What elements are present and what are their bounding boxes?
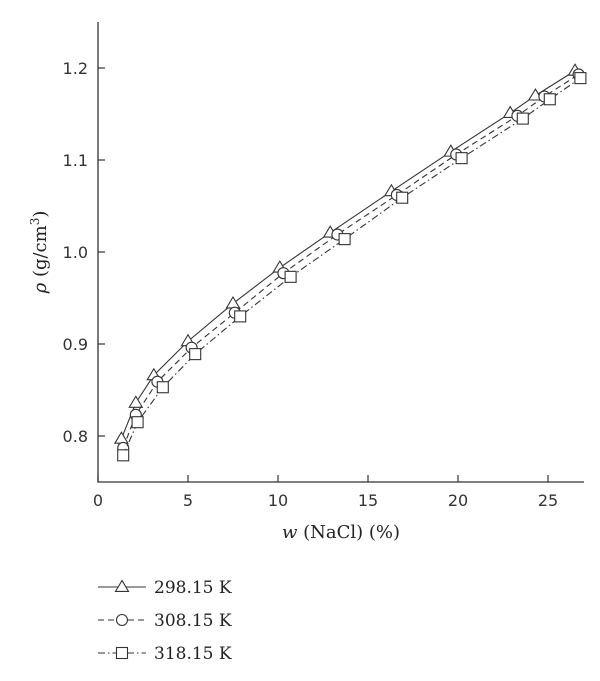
data-point <box>117 449 130 462</box>
data-point <box>189 348 202 361</box>
axes <box>97 22 584 483</box>
series-line <box>122 77 581 456</box>
legend: 298.15 K 308.15 K 318.15 K <box>98 578 232 664</box>
data-point <box>284 270 297 283</box>
data-point <box>113 431 129 444</box>
data-point <box>396 191 409 204</box>
legend-item: 318.15 K <box>98 644 232 664</box>
x-axis-label-var: w <box>282 522 298 543</box>
x-tick-label: 15 <box>358 491 378 510</box>
x-tick-label: 5 <box>183 491 193 510</box>
series-line <box>120 70 576 439</box>
ticks: 0 5 10 15 20 25 0.8 0.9 1.0 1.1 1.2 <box>63 59 559 510</box>
legend-label: 298.15 K <box>154 578 232 598</box>
y-tick-label: 0.8 <box>63 427 88 446</box>
series-circle <box>117 68 585 455</box>
x-tick-label: 10 <box>268 491 288 510</box>
x-axis-label-rest: (NaCl) (%) <box>297 522 400 543</box>
y-tick-label: 1.2 <box>63 59 88 78</box>
x-tick-label: 20 <box>448 491 468 510</box>
series-layer <box>113 63 587 462</box>
data-point <box>156 381 169 394</box>
data-point <box>234 310 247 323</box>
data-point <box>516 112 529 125</box>
data-point <box>455 152 468 165</box>
axis-frame <box>97 22 584 483</box>
legend-item: 298.15 K <box>98 578 232 598</box>
data-point <box>128 395 144 408</box>
data-point <box>338 233 351 246</box>
y-axis-label: ρ (g/cm3) <box>28 211 51 295</box>
y-axis-label-var: ρ <box>30 282 51 294</box>
legend-marker <box>115 613 129 627</box>
y-axis-label-rest: (g/cm <box>30 225 51 282</box>
legend-marker <box>114 579 130 592</box>
data-point <box>225 295 241 309</box>
series-triangle <box>113 63 583 444</box>
legend-label: 318.15 K <box>154 644 232 664</box>
data-point <box>131 416 144 429</box>
legend-item: 308.15 K <box>98 611 232 631</box>
data-point <box>574 72 587 85</box>
legend-marker <box>115 646 129 660</box>
y-tick-label: 1.1 <box>63 151 88 170</box>
y-tick-label: 1.0 <box>63 243 88 262</box>
data-point <box>543 93 556 106</box>
series-line <box>122 73 579 449</box>
x-axis-label: w (NaCl) (%) <box>282 522 400 543</box>
x-tick-label: 25 <box>538 491 558 510</box>
y-axis-label-end: ) <box>30 211 51 218</box>
y-axis-label-sup: 3 <box>28 218 42 226</box>
legend-label: 308.15 K <box>154 611 232 631</box>
x-tick-label: 0 <box>93 491 103 510</box>
y-tick-label: 0.9 <box>63 335 88 354</box>
axis-labels: w (NaCl) (%) ρ (g/cm3) <box>28 211 400 543</box>
series-square <box>117 72 587 462</box>
